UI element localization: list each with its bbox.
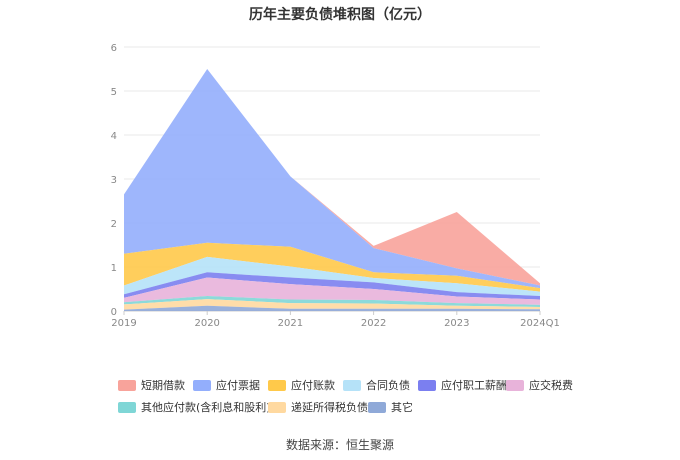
y-tick-label: 3 (111, 175, 117, 186)
legend-item[interactable]: 其它 (368, 399, 413, 415)
legend-swatch (268, 401, 286, 413)
source-note: 数据来源：恒生聚源 (285, 438, 394, 452)
legend-label: 递延所得税负债 (291, 401, 368, 414)
x-tick-label: 2023 (444, 318, 469, 329)
legend-label: 应交税费 (529, 379, 573, 392)
x-tick-label: 2020 (194, 318, 219, 329)
area-series-应付账款 (124, 242, 540, 292)
y-tick-label: 2 (111, 219, 117, 230)
legend-label: 其他应付款(含利息和股利) (141, 401, 271, 414)
legend-swatch (368, 401, 386, 413)
area-series-其他应付款(含利息和股利) (124, 296, 540, 308)
legend-swatch (418, 379, 436, 391)
legend-swatch (193, 379, 211, 391)
legend-swatch (118, 379, 136, 391)
legend-item[interactable]: 应付账款 (268, 377, 335, 393)
legend-swatch (506, 379, 524, 391)
legend-label: 应付账款 (291, 379, 335, 392)
area-series (124, 69, 540, 311)
legend-swatch (343, 379, 361, 391)
legend-swatch (268, 379, 286, 391)
legend-item[interactable]: 应付票据 (193, 377, 260, 393)
x-tick-label: 2019 (111, 318, 136, 329)
area-series-递延所得税负债 (124, 299, 540, 310)
x-tick-label: 2022 (361, 318, 386, 329)
y-tick-label: 0 (111, 307, 117, 318)
x-tick-label: 2024Q1 (520, 318, 560, 329)
area-series-应付票据 (124, 69, 540, 289)
legend-swatch (118, 401, 136, 413)
stacked-area-chart: 0 1 2 3 4 5 6 2019 2020 2021 2022 2023 2024Q1 (111, 43, 560, 329)
chart-title: 历年主要负债堆积图（亿元） (249, 7, 431, 23)
area-series-应付职工薪酬 (124, 272, 540, 300)
area-series-应交税费 (124, 277, 540, 305)
legend-label: 合同负债 (366, 379, 410, 392)
x-tick-label: 2021 (278, 318, 303, 329)
x-axis: 2019 2020 2021 2022 2023 2024Q1 (111, 311, 560, 329)
area-series-其它 (124, 305, 540, 311)
y-tick-label: 4 (111, 131, 117, 142)
y-tick-label: 6 (111, 43, 117, 54)
legend-label: 应付票据 (216, 379, 260, 392)
y-tick-label: 1 (111, 263, 117, 274)
legend-item[interactable]: 应交税费 (506, 377, 573, 393)
y-tick-label: 5 (111, 87, 117, 98)
area-series-合同负债 (124, 256, 540, 297)
legend-item[interactable]: 合同负债 (343, 377, 410, 393)
legend-item[interactable]: 其他应付款(含利息和股利) (118, 399, 271, 415)
area-series-短期借款 (124, 69, 540, 286)
legend-item[interactable]: 短期借款 (118, 377, 185, 393)
y-axis: 0 1 2 3 4 5 6 (111, 43, 117, 318)
legend-item[interactable]: 递延所得税负债 (268, 399, 368, 415)
legend-label: 应付职工薪酬 (441, 379, 507, 392)
legend-item[interactable]: 应付职工薪酬 (418, 377, 507, 393)
legend-label: 短期借款 (141, 379, 185, 392)
legend-label: 其它 (391, 401, 413, 414)
